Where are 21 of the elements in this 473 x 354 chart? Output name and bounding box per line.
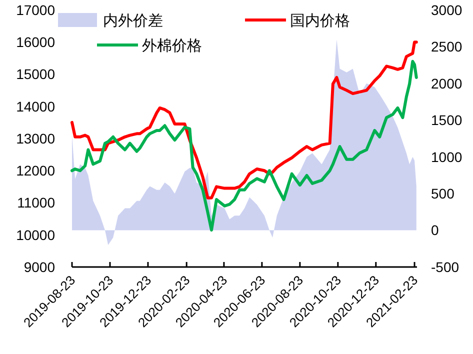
y-tick-label: 9000 bbox=[24, 258, 56, 275]
y-tick-label: 15000 bbox=[16, 66, 56, 82]
y-tick-label: 11000 bbox=[17, 194, 56, 211]
y2-tick-label: 2000 bbox=[431, 75, 462, 92]
y2-tick-label: 500 bbox=[431, 185, 455, 202]
legend-label: 内外价差 bbox=[103, 12, 163, 30]
y2-tick-label: 2500 bbox=[431, 38, 462, 55]
y2-tick-label: -500 bbox=[431, 258, 460, 275]
y-tick-label: 12000 bbox=[16, 162, 56, 179]
y-tick-label: 17000 bbox=[16, 2, 56, 18]
y2-tick-label: 0 bbox=[431, 222, 439, 238]
y-tick-label: 13000 bbox=[16, 130, 56, 146]
y2-tick-label: 1000 bbox=[431, 148, 462, 165]
legend-label: 国内价格 bbox=[290, 12, 350, 30]
y-tick-label: 14000 bbox=[16, 98, 56, 114]
y-tick-label: 16000 bbox=[16, 34, 56, 50]
legend-label: 外棉价格 bbox=[142, 37, 202, 54]
y2-tick-label: 3000 bbox=[431, 2, 462, 18]
y-tick-label: 10000 bbox=[16, 226, 56, 243]
y2-tick-label: 1500 bbox=[431, 112, 462, 128]
line-series bbox=[70, 60, 418, 232]
